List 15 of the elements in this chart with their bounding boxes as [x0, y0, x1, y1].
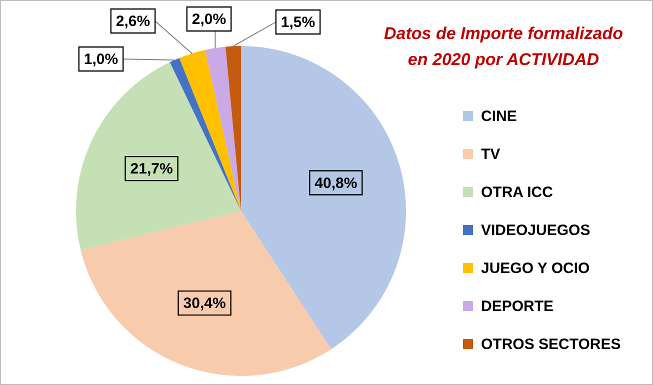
data-label: 1,5%: [280, 14, 316, 32]
legend-label: VIDEOJUEGOS: [481, 222, 590, 238]
legend-label: JUEGO Y OCIO: [481, 260, 590, 276]
data-label: 21,7%: [130, 160, 173, 178]
legend-label: DEPORTE: [481, 298, 554, 314]
data-label: 1,0%: [84, 51, 118, 68]
text: Datos de Importe formalizado en 2020 por ACTIVIDAD: [383, 23, 624, 71]
legend-label: OTRA ICC: [481, 184, 553, 200]
data-label: 40,8%: [314, 174, 358, 192]
data-label: 2,0%: [192, 11, 226, 28]
legend-label: TV: [481, 146, 500, 162]
legend-label: OTROS SECTORES: [481, 336, 621, 352]
legend-label: CINE: [481, 108, 517, 124]
data-label: 2,6%: [116, 13, 150, 30]
data-label: 30,4%: [183, 295, 226, 312]
